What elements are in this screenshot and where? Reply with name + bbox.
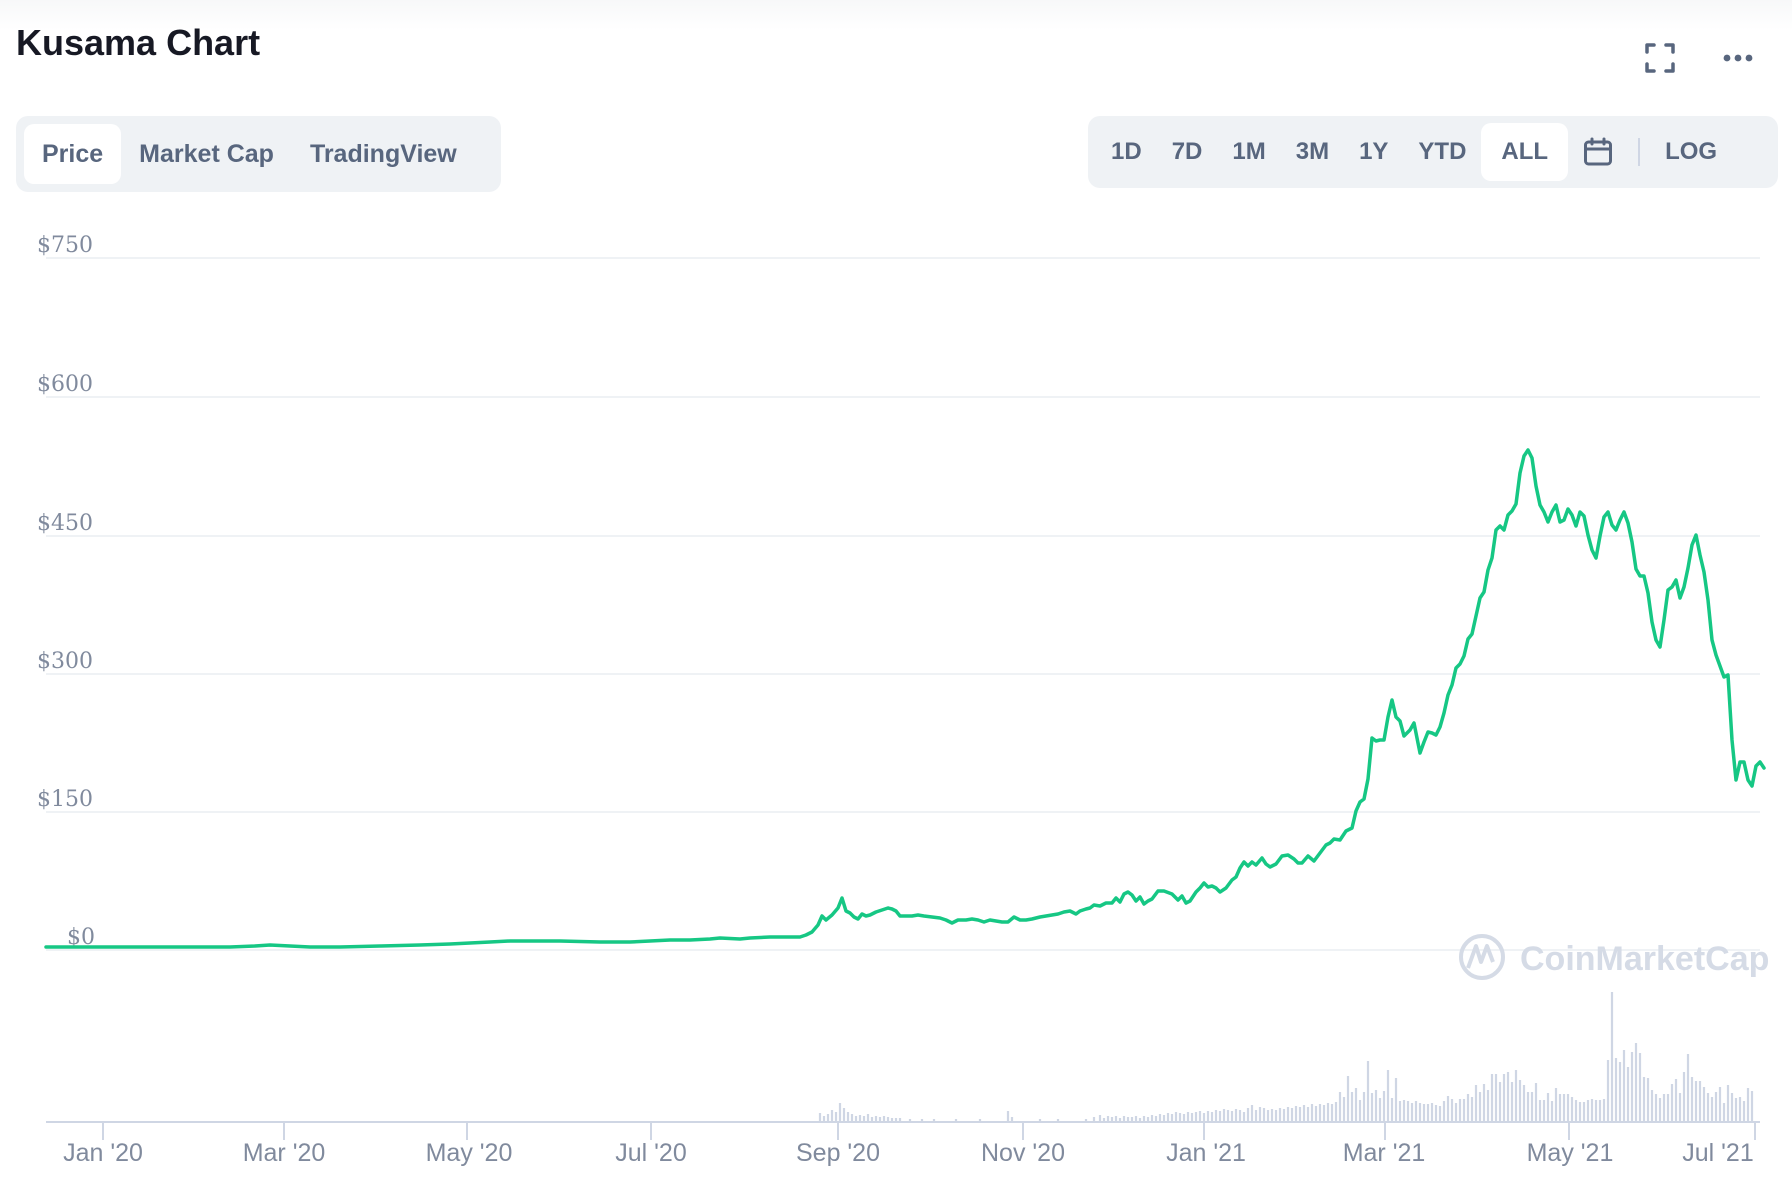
range-ytd[interactable]: YTD bbox=[1418, 138, 1467, 165]
x-tick-nov-20: Nov '20 bbox=[981, 1139, 1065, 1167]
y-tick-150: $150 bbox=[37, 787, 93, 812]
x-tick-mar-21: Mar '21 bbox=[1343, 1139, 1426, 1167]
tab-price[interactable]: Price bbox=[24, 124, 122, 184]
top-fade bbox=[0, 0, 1792, 30]
page-title: Kusama Chart bbox=[16, 22, 261, 63]
more-horizontal-icon bbox=[1723, 54, 1753, 62]
range-1d[interactable]: 1D bbox=[1111, 138, 1142, 165]
calendar-button[interactable] bbox=[1568, 123, 1628, 181]
range-1y[interactable]: 1Y bbox=[1359, 138, 1389, 165]
svg-text:CoinMarketCap: CoinMarketCap bbox=[1520, 940, 1769, 978]
y-tick-450: $450 bbox=[37, 511, 93, 536]
y-tick-300: $300 bbox=[37, 649, 93, 674]
x-axis-labels: Jan '20 Mar '20 May '20 Jul '20 Sep '20 … bbox=[63, 1139, 1754, 1167]
more-options-button[interactable] bbox=[1718, 38, 1758, 78]
x-tick-jan-21: Jan '21 bbox=[1166, 1139, 1246, 1167]
x-tick-may-20: May '20 bbox=[426, 1139, 513, 1167]
divider bbox=[1638, 138, 1641, 166]
y-tick-750: $750 bbox=[37, 233, 93, 258]
y-tick-600: $600 bbox=[37, 372, 93, 397]
price-line bbox=[44, 448, 1766, 949]
x-tick-jul-21: Jul '21 bbox=[1682, 1139, 1753, 1167]
tab-market-cap[interactable]: Market Cap bbox=[139, 139, 274, 168]
range-3m[interactable]: 3M bbox=[1295, 138, 1330, 165]
x-axis bbox=[46, 1121, 1760, 1140]
fullscreen-button[interactable] bbox=[1640, 38, 1680, 78]
time-range-selector: 1D 7D 1M 3M 1Y YTD ALL LOG bbox=[1088, 116, 1778, 188]
x-tick-sep-20: Sep '20 bbox=[796, 1139, 880, 1167]
range-1m[interactable]: 1M bbox=[1232, 138, 1266, 165]
x-tick-jan-20: Jan '20 bbox=[63, 1139, 143, 1167]
coinmarketcap-watermark: CoinMarketCap bbox=[1459, 934, 1769, 980]
volume-bars bbox=[818, 992, 1754, 1122]
x-tick-mar-20: Mar '20 bbox=[243, 1139, 326, 1167]
y-gridlines bbox=[46, 257, 1760, 951]
y-axis-labels: $750 $600 $450 $300 $150 $0 bbox=[37, 233, 95, 950]
x-tick-may-21: May '21 bbox=[1527, 1139, 1614, 1167]
range-7d[interactable]: 7D bbox=[1171, 138, 1203, 165]
tab-tradingview[interactable]: TradingView bbox=[309, 139, 457, 168]
chart-type-tabs: Price Market Cap TradingView bbox=[16, 116, 501, 192]
range-all[interactable]: ALL bbox=[1481, 123, 1569, 181]
fullscreen-icon bbox=[1645, 43, 1675, 73]
calendar-icon bbox=[1584, 137, 1613, 166]
x-tick-jul-20: Jul '20 bbox=[615, 1139, 686, 1167]
log-scale-toggle[interactable]: LOG bbox=[1665, 138, 1718, 165]
